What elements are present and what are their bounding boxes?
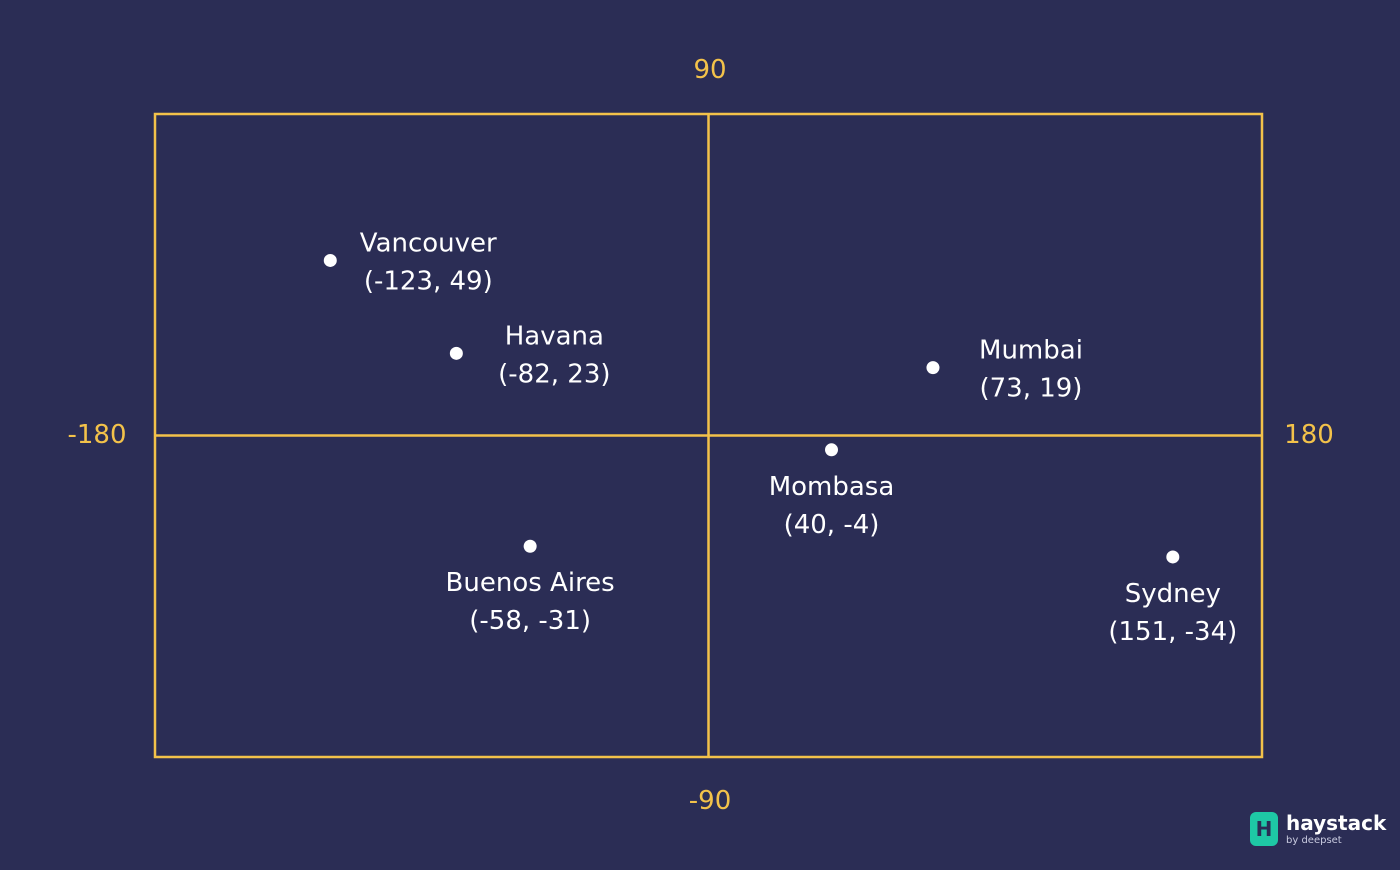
point-label-mumbai: Mumbai <box>979 336 1083 366</box>
haystack-logo-icon: H <box>1250 812 1278 846</box>
point-coord-buenos-aires: (-58, -31) <box>469 606 591 636</box>
axis-label-top: 90 <box>693 55 726 85</box>
point-sydney <box>1166 550 1180 564</box>
point-label-mombasa: Mombasa <box>769 472 895 502</box>
point-coord-vancouver: (-123, 49) <box>364 266 493 296</box>
point-mombasa <box>825 443 838 457</box>
brand-sub: by deepset <box>1286 834 1342 846</box>
brand-text: haystack by deepset <box>1286 813 1386 846</box>
point-label-havana: Havana <box>505 321 604 351</box>
brand-name: haystack <box>1286 810 1387 835</box>
brand-logo: H haystack by deepset <box>1250 812 1386 846</box>
point-label-buenos-aires: Buenos Aires <box>446 568 615 598</box>
point-label-sydney: Sydney <box>1125 579 1221 609</box>
point-coord-havana: (-82, 23) <box>498 359 610 389</box>
axis-label-bottom: -90 <box>689 786 731 816</box>
point-buenos-aires <box>523 539 537 553</box>
point-coord-mumbai: (73, 19) <box>979 374 1082 404</box>
axis-label-left: -180 <box>67 420 126 450</box>
point-vancouver <box>323 253 337 267</box>
points-layer: Vancouver (-123, 49) Havana (-82, 23) Mumbai… <box>323 228 1237 647</box>
point-mumbai <box>926 361 940 375</box>
point-havana <box>449 346 463 360</box>
axis-label-right: 180 <box>1284 420 1334 450</box>
point-coord-mombasa: (40, -4) <box>784 510 880 540</box>
point-label-vancouver: Vancouver <box>360 228 497 258</box>
point-coord-sydney: (151, -34) <box>1108 617 1237 647</box>
